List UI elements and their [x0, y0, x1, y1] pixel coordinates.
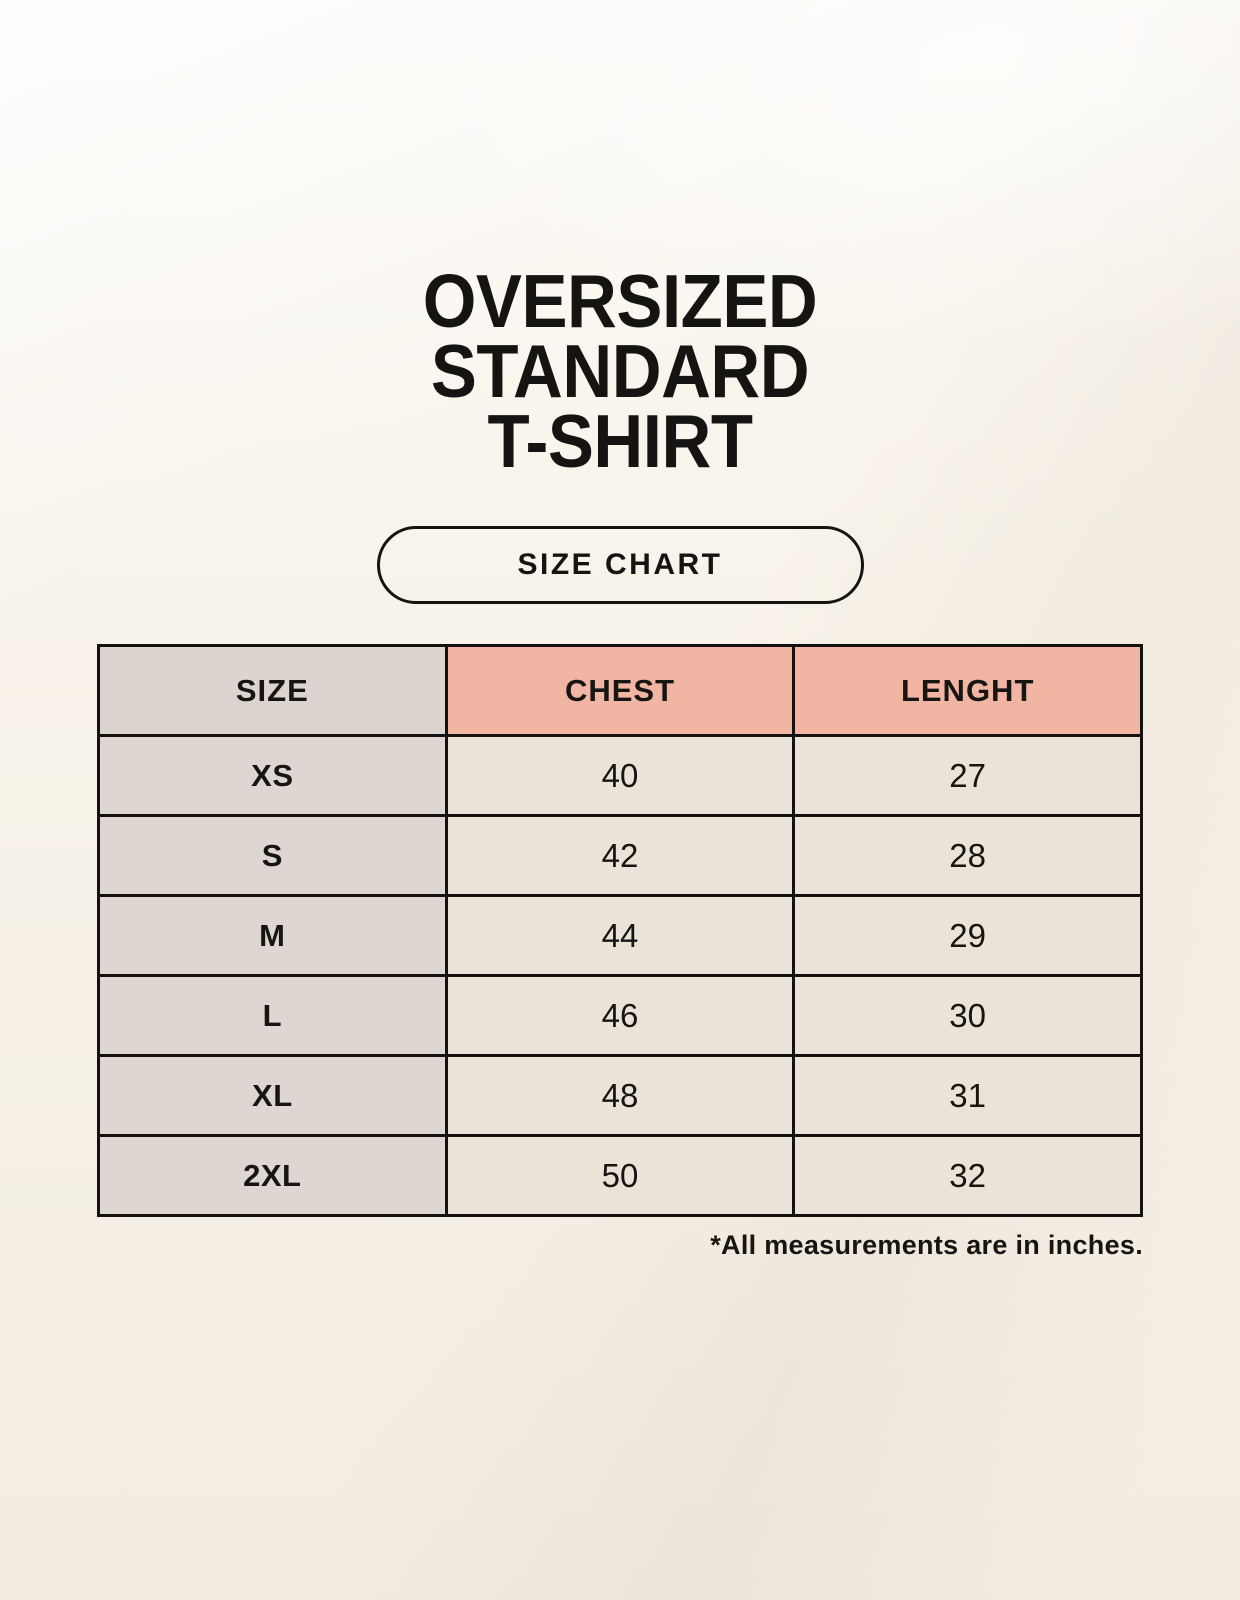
length-value-cell: 27: [792, 734, 1143, 817]
length-value-cell: 30: [792, 974, 1143, 1057]
column-header-size: SIZE: [97, 644, 448, 737]
header-row: SIZE CHEST LENGHT: [97, 644, 1143, 737]
chest-value-cell: 40: [444, 734, 796, 817]
size-table-container: SIZE CHEST LENGHT XS 40 27 S 42 28 M: [97, 644, 1143, 1261]
title-line-3: T-SHIRT: [487, 399, 753, 483]
size-table-header: SIZE CHEST LENGHT: [97, 644, 1143, 737]
size-label-cell: L: [97, 974, 448, 1057]
chest-value-cell: 50: [444, 1134, 796, 1217]
size-table: SIZE CHEST LENGHT XS 40 27 S 42 28 M: [97, 644, 1143, 1217]
table-row: S 42 28: [97, 814, 1143, 897]
length-value-cell: 32: [792, 1134, 1143, 1217]
chest-value-cell: 42: [444, 814, 796, 897]
table-row: XS 40 27: [97, 734, 1143, 817]
page-title: OVERSIZED STANDARD T-SHIRT: [50, 0, 1191, 483]
column-header-chest: CHEST: [444, 644, 796, 737]
length-value-cell: 31: [792, 1054, 1143, 1137]
title-line-1: OVERSIZED: [422, 259, 818, 343]
size-chart-button-label: SIZE CHART: [517, 548, 723, 581]
length-value-cell: 29: [792, 894, 1143, 977]
title-line-2: STANDARD: [430, 329, 810, 413]
size-label-cell: S: [97, 814, 448, 897]
length-value-cell: 28: [792, 814, 1143, 897]
size-label-cell: 2XL: [97, 1134, 448, 1217]
size-label-cell: XS: [97, 734, 448, 817]
table-row: XL 48 31: [97, 1054, 1143, 1137]
size-chart-button[interactable]: SIZE CHART: [376, 526, 864, 604]
measurements-footnote: *All measurements are in inches.: [710, 1230, 1143, 1260]
size-table-body: XS 40 27 S 42 28 M 44 29 L 46 30: [97, 734, 1143, 1217]
size-label-cell: XL: [97, 1054, 448, 1137]
chest-value-cell: 44: [444, 894, 796, 977]
table-row: 2XL 50 32: [97, 1134, 1143, 1217]
chest-value-cell: 48: [444, 1054, 796, 1137]
column-header-length: LENGHT: [792, 644, 1143, 737]
chest-value-cell: 46: [444, 974, 796, 1057]
table-row: M 44 29: [97, 894, 1143, 977]
table-row: L 46 30: [97, 974, 1143, 1057]
size-label-cell: M: [97, 894, 448, 977]
